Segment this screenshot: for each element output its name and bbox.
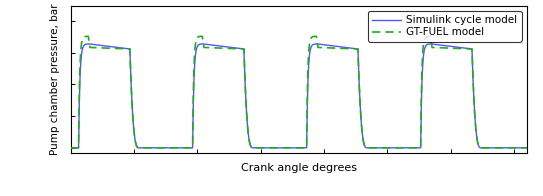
Simulink cycle model: [79, 48, 86, 51]
GT-FUEL model: [310, 35, 317, 38]
Line: GT-FUEL model: GT-FUEL model: [71, 36, 527, 148]
Simulink cycle model: [67, 147, 74, 149]
Simulink cycle model: [86, 43, 92, 45]
X-axis label: Crank angle degrees: Crank angle degrees: [241, 163, 357, 173]
GT-FUEL model: [198, 35, 205, 37]
Simulink cycle model: [477, 147, 484, 149]
Simulink cycle model: [305, 78, 311, 81]
GT-FUEL model: [67, 147, 74, 149]
GT-FUEL model: [85, 35, 92, 37]
GT-FUEL model: [94, 47, 101, 49]
Y-axis label: Pump chamber pressure, bar: Pump chamber pressure, bar: [50, 4, 60, 155]
Simulink cycle model: [83, 43, 90, 45]
Simulink cycle model: [523, 147, 530, 149]
GT-FUEL model: [85, 35, 92, 37]
Legend: Simulink cycle model, GT-FUEL model: Simulink cycle model, GT-FUEL model: [368, 11, 521, 42]
Simulink cycle model: [358, 125, 365, 128]
GT-FUEL model: [523, 147, 530, 149]
Simulink cycle model: [438, 44, 444, 46]
Line: Simulink cycle model: Simulink cycle model: [71, 44, 527, 148]
GT-FUEL model: [359, 134, 366, 137]
GT-FUEL model: [330, 47, 336, 49]
